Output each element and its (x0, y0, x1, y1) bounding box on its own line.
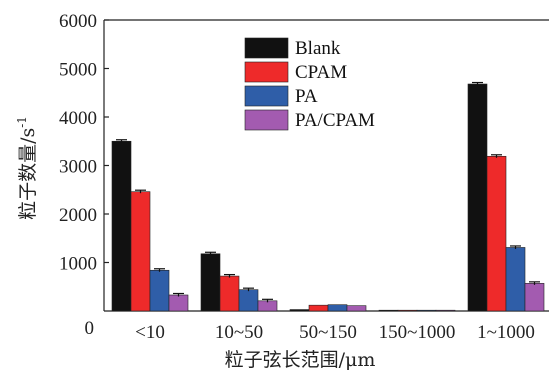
legend-swatch (244, 37, 289, 59)
y-tick-label: 0 (85, 318, 95, 339)
x-tick-label: 1~1000 (477, 322, 535, 343)
legend-label: PA (295, 86, 318, 107)
y-tick-label: 1000 (59, 254, 97, 275)
bars (111, 81, 545, 312)
bar (435, 309, 456, 312)
bar (378, 309, 399, 312)
y-axis-title-text: 粒子数量/s (17, 128, 39, 220)
legend-swatch (244, 85, 289, 107)
y-tick-label: 6000 (59, 11, 97, 32)
bar (505, 247, 526, 312)
y-tick-label: 5000 (59, 60, 97, 81)
y-axis: 0 1000 2000 3000 4000 5000 6000 (59, 11, 109, 339)
x-tick-label: 150~1000 (379, 322, 456, 343)
y-tick-label: 2000 (59, 205, 97, 226)
bar (168, 294, 189, 312)
bar (111, 140, 132, 312)
x-tick-label: 50~150 (299, 322, 357, 343)
legend-label: PA/CPAM (295, 110, 375, 131)
y-axis-title-group: 粒子数量/s-1 (15, 116, 39, 220)
bar (308, 304, 329, 312)
bar (397, 309, 418, 312)
y-tick-label: 3000 (59, 157, 97, 178)
bar (200, 253, 221, 312)
bar (149, 269, 170, 312)
bar (130, 191, 151, 312)
y-axis-title: 粒子数量/s-1 (15, 116, 39, 220)
bar (327, 304, 348, 312)
bar (416, 309, 437, 312)
legend-swatch (244, 61, 289, 83)
bar (257, 300, 278, 312)
y-tick-label: 4000 (59, 108, 97, 129)
y-axis-title-superscript: -1 (15, 116, 29, 128)
bar (238, 289, 259, 312)
bar (219, 275, 240, 312)
x-axis: <10 10~50 50~150 150~1000 1~1000 (135, 322, 535, 343)
legend: Blank CPAM PA PA/CPAM (244, 37, 375, 131)
x-tick-label: <10 (135, 322, 165, 343)
bar (346, 305, 367, 312)
legend-swatch (244, 109, 289, 131)
legend-label: CPAM (295, 62, 347, 83)
bar (289, 309, 310, 312)
x-tick-label: 10~50 (215, 322, 263, 343)
x-axis-title: 粒子弦长范围/μm (225, 349, 376, 371)
bar (524, 283, 545, 312)
bar (486, 155, 507, 312)
bar (467, 83, 488, 312)
legend-label: Blank (295, 38, 341, 59)
